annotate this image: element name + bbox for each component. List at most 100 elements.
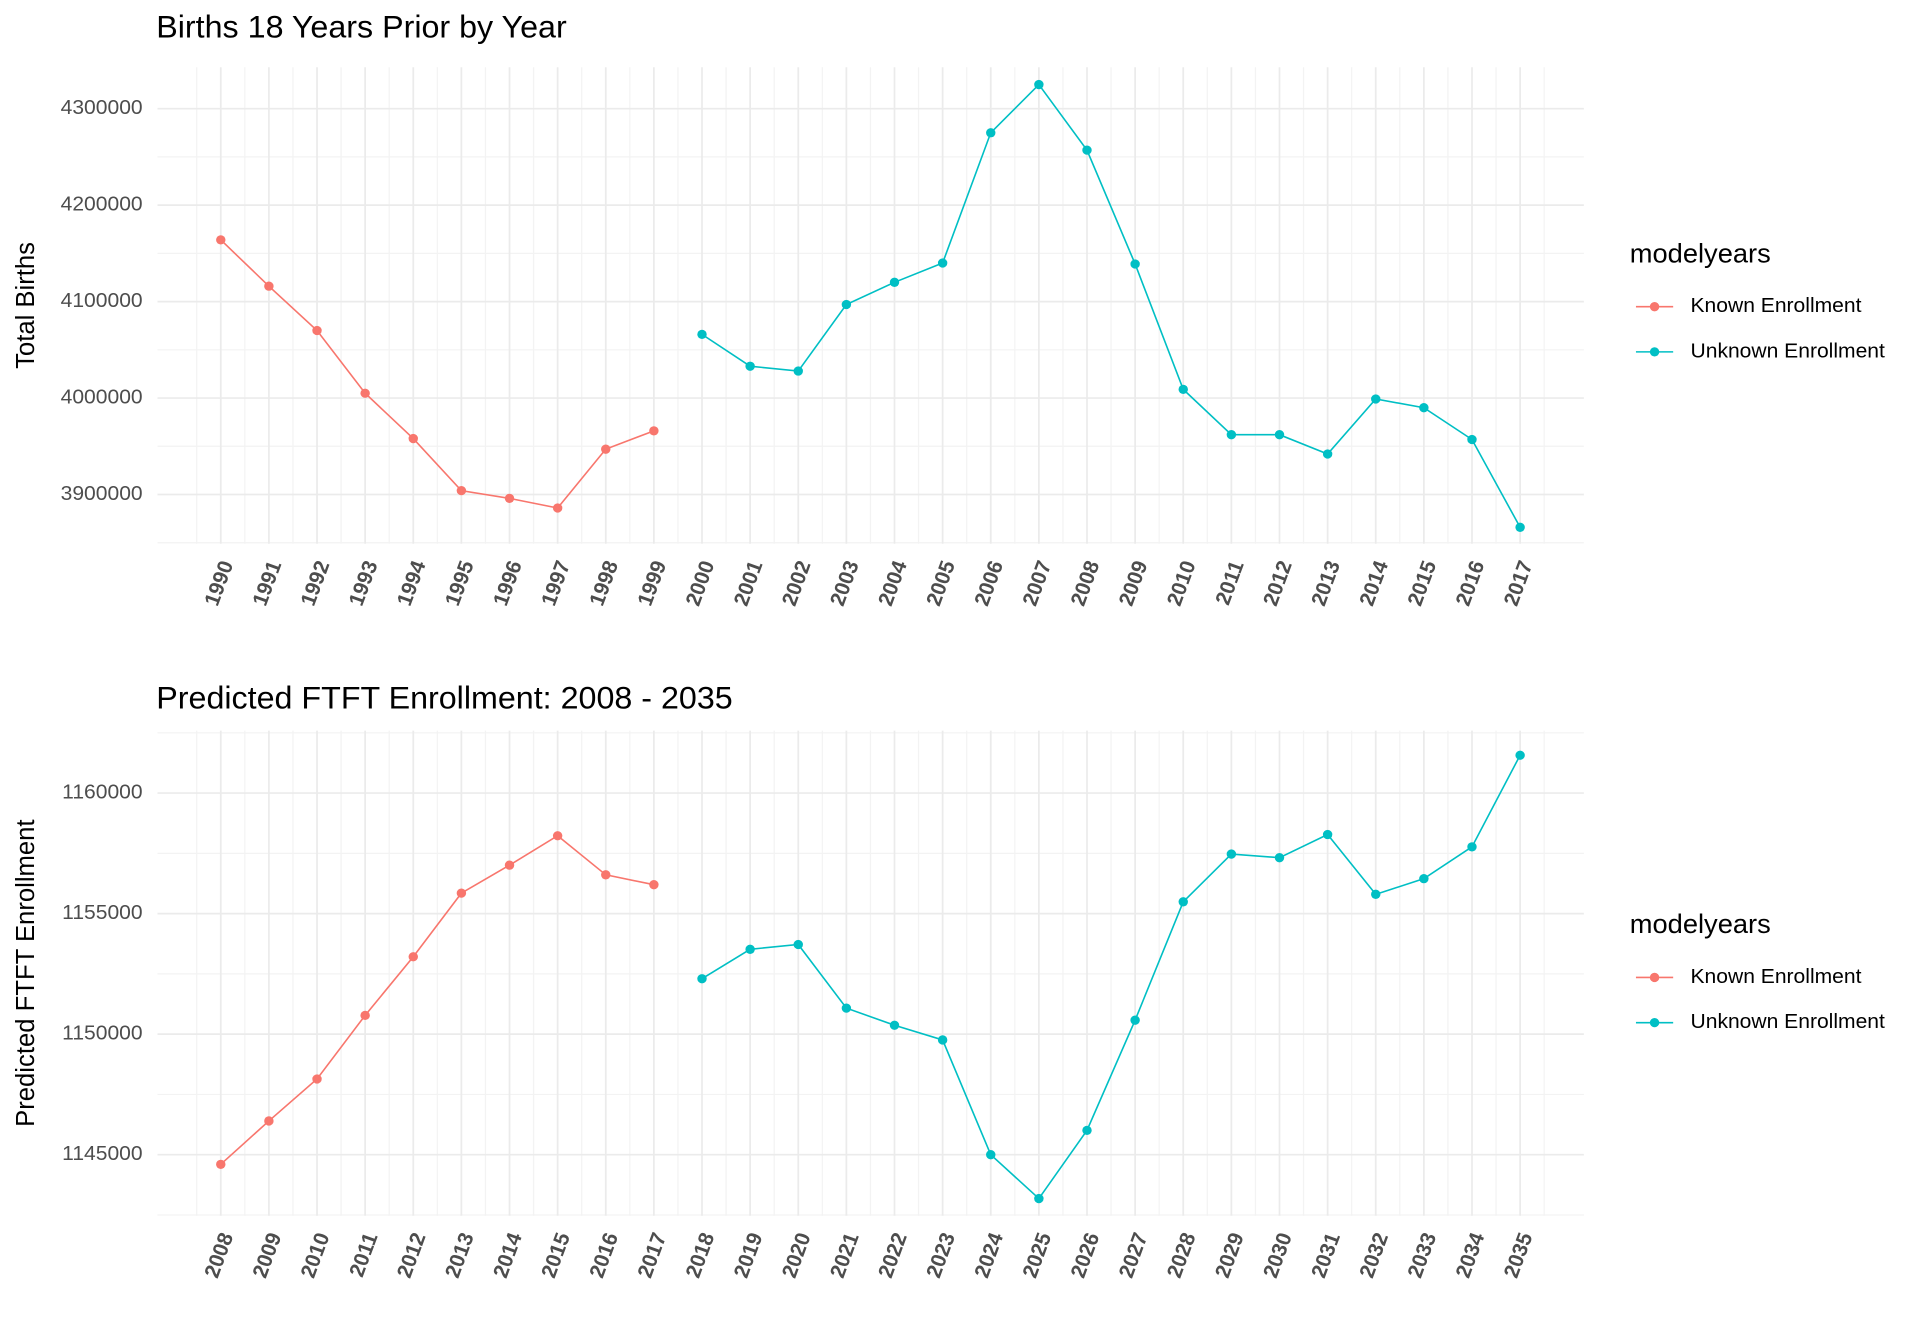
data-point [1130,1015,1140,1025]
data-point [456,888,467,898]
x-tick-label: 2022 [874,1230,912,1281]
data-point [216,1159,226,1169]
data-point [697,974,707,984]
y-tick-label: 3900000 [61,482,143,505]
data-point [793,366,803,376]
y-tick-label: 4300000 [61,96,143,119]
y-tick-label: 1150000 [62,1022,142,1045]
data-point [889,1020,900,1030]
x-tick-label: 2014 [489,1229,527,1281]
data-point [1467,434,1477,445]
data-point [360,388,370,398]
data-point [793,939,803,950]
data-point [889,277,900,287]
x-tick-label: 2032 [1355,1230,1393,1281]
x-tick-label: 2023 [922,1230,960,1281]
x-tick-label: 2010 [1163,558,1201,609]
data-point [552,503,563,513]
legend-label: Unknown Enrollment [1691,340,1886,363]
data-point [1322,449,1333,459]
data-point [1034,79,1044,90]
y-axis-label: Total Births [12,242,40,369]
x-tick-label: 1990 [200,558,238,609]
data-point [1082,1125,1092,1135]
x-tick-label: 2019 [730,1230,768,1281]
x-tick-label: 2009 [249,1230,287,1281]
series-line [701,83,1521,528]
data-point [1082,145,1092,155]
data-point [1034,1193,1044,1204]
x-tick-label: 1997 [537,558,575,609]
x-tick-label: 1996 [489,558,527,609]
x-tick-label: 2033 [1403,1230,1441,1281]
x-tick-label: 1994 [393,557,431,609]
data-point [1371,889,1381,899]
data-point [1178,384,1188,395]
x-tick-label: 1999 [633,558,671,609]
x-tick-label: 2000 [682,558,720,609]
data-point [601,444,611,454]
x-tick-label: 2024 [970,1229,1008,1281]
y-tick-label: 1155000 [62,901,142,924]
data-point [312,325,322,336]
data-point [1274,853,1285,863]
y-tick-label: 4000000 [61,386,143,409]
x-tick-label: 2025 [1018,1229,1056,1281]
x-tick-label: 2014 [1355,557,1393,609]
data-point [1226,430,1237,440]
x-tick-label: 2028 [1163,1230,1201,1281]
x-tick-label: 2026 [1067,1230,1105,1281]
x-tick-label: 1995 [441,557,479,609]
x-tick-label: 1991 [249,557,287,609]
x-tick-label: 2013 [441,1230,479,1281]
data-point [360,1010,370,1020]
data-point [986,1150,996,1160]
x-tick-label: 2008 [1067,558,1105,609]
legend-key-point [1649,347,1660,357]
data-point [216,235,226,245]
x-tick-label: 2020 [778,1230,816,1281]
y-axis-label: Predicted FTFT Enrollment [12,819,40,1126]
data-point [504,493,515,504]
x-tick-label: 2017 [1500,558,1538,609]
x-tick-label: 1992 [297,558,335,609]
series-line [701,754,1521,1200]
data-point [986,128,996,138]
data-point [1515,522,1525,532]
y-tick-label: 4200000 [61,193,143,216]
x-tick-label: 2012 [393,1230,431,1281]
x-tick-label: 2012 [1259,558,1297,609]
x-tick-label: 1993 [345,558,383,609]
x-tick-label: 2015 [1403,557,1441,609]
legend-label: Known Enrollment [1691,294,1862,317]
charts: 3900000 4000000 4100000 4200000 4300000 1990 1… [12,9,1885,1281]
data-point [1467,842,1477,852]
data-point [649,880,659,890]
x-tick-label: 2009 [1115,558,1153,609]
legend-key-point [1649,972,1660,983]
data-point [1274,430,1285,440]
data-point [841,1003,852,1013]
data-point [937,258,948,268]
x-tick-label: 2035 [1500,1229,1538,1281]
data-point [264,281,274,291]
x-tick-label: 2004 [874,557,912,609]
data-point [601,870,611,880]
data-point [1322,829,1333,840]
x-tick-label: 2015 [537,1229,575,1281]
x-tick-label: 2011 [345,1229,383,1279]
data-point [1419,874,1429,884]
legend-key-point [1649,1018,1660,1028]
x-tick-label: 2017 [633,1230,671,1281]
y-tick-label: 1145000 [62,1142,142,1165]
legend-label: Known Enrollment [1691,965,1862,988]
data-point [264,1116,274,1126]
chart-title: Births 18 Years Prior by Year [156,9,567,45]
x-tick-label: 1998 [585,558,623,609]
x-tick-label: 2030 [1259,1230,1297,1281]
data-point [697,329,707,340]
x-tick-label: 2018 [682,1230,720,1281]
y-tick-label: 1160000 [62,781,142,804]
legend-title: modelyears [1630,908,1771,939]
